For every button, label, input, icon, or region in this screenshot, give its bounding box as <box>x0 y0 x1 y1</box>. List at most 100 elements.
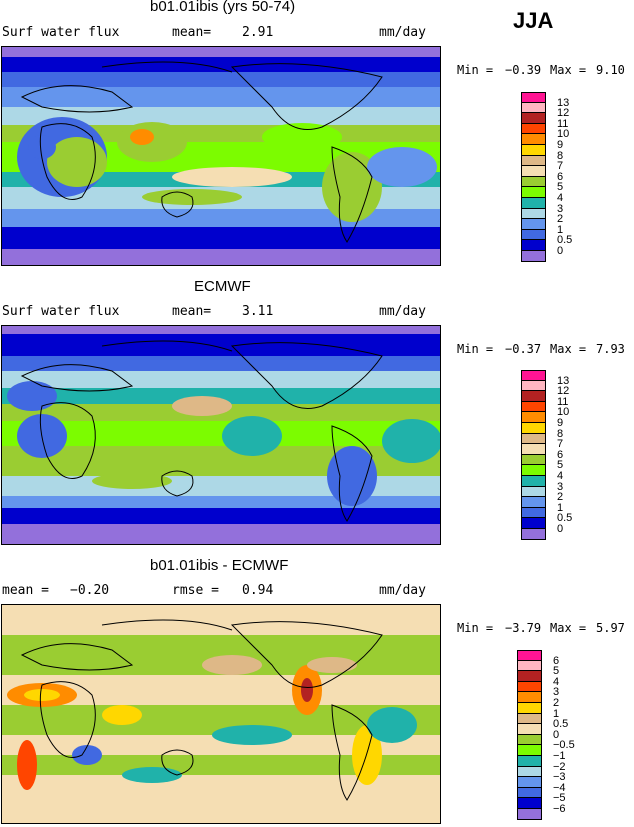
colorbar-swatch <box>517 692 542 703</box>
colorbar-swatch <box>521 475 546 487</box>
colorbar-tick-label: 9 <box>557 139 564 151</box>
colorbar-swatch <box>521 250 546 262</box>
panel-units-obs: mm/day <box>379 304 426 319</box>
colorbar-swatch <box>517 798 542 809</box>
colorbar-swatch <box>521 187 546 198</box>
colorbar-swatch <box>521 155 546 167</box>
colorbar-swatch <box>521 465 546 476</box>
colorbar-swatch <box>517 745 542 756</box>
colorbar-swatch <box>521 92 546 103</box>
colorbar-swatch <box>521 401 546 413</box>
map-obs-field <box>2 326 440 544</box>
panel-units-diff: mm/day <box>379 583 426 598</box>
panel-field-label-obs: Surf water flux <box>2 304 120 319</box>
colorbar-tick-label: 6 <box>557 170 564 183</box>
colorbar-swatch <box>521 113 546 124</box>
colorbar-tick-label: 2 <box>557 491 564 504</box>
map-model <box>1 46 441 266</box>
colorbar-tick-label: 7 <box>557 160 564 173</box>
colorbar-tick-label: 10 <box>557 128 570 141</box>
colorbar-diff: 6 5 4 3 2 1 0.5 0 −0.5 −1 −2 −3 −4 −5 −6 <box>517 650 575 820</box>
season-label: JJA <box>513 8 554 33</box>
colorbar-tick-label: 13 <box>557 96 570 109</box>
colorbar-swatch <box>521 518 546 529</box>
colorbar-tick-label: −5 <box>553 792 566 805</box>
panel-title-diff: b01.01ibis - ECMWF <box>150 557 289 574</box>
panel-units-model: mm/day <box>379 25 426 40</box>
colorbar-tick-label: 6 <box>557 448 564 461</box>
panel-title-obs: ECMWF <box>194 278 251 295</box>
colorbar-tick-label: 3 <box>557 480 564 493</box>
colorbar-tick-label: 4 <box>557 192 564 204</box>
min-label-obs: Min = <box>457 342 494 356</box>
colorbar-tick-label: 10 <box>557 406 570 419</box>
min-value-obs: −0.37 <box>505 342 542 356</box>
colorbar-swatch <box>517 734 542 746</box>
colorbar-obs: 13 12 11 10 9 8 7 6 5 4 3 2 1 0.5 0 <box>521 370 572 540</box>
min-value-diff: −3.79 <box>505 621 542 635</box>
colorbar-swatch <box>521 370 546 381</box>
colorbar-swatch <box>521 391 546 402</box>
colorbar-swatch <box>517 650 542 661</box>
colorbar-tick-label: −1 <box>553 750 566 762</box>
min-label-diff: Min = <box>457 621 494 635</box>
panel-rmse-label-diff: rmse = <box>172 583 219 598</box>
colorbar-tick-label: −3 <box>553 771 566 784</box>
colorbar-tick-label: 11 <box>557 395 569 408</box>
min-label-model: Min = <box>457 63 494 77</box>
panel-mean-label-diff: mean = <box>2 583 49 598</box>
colorbar-tick-label: 5 <box>553 665 560 678</box>
colorbar-swatch <box>517 777 542 788</box>
colorbar-tick-label: −4 <box>553 781 566 794</box>
map-obs <box>1 325 441 545</box>
max-value-model: 9.10 <box>596 63 625 77</box>
colorbar-swatch <box>521 208 546 220</box>
colorbar-swatch <box>521 412 546 423</box>
colorbar-swatch <box>521 229 546 241</box>
colorbar-swatch <box>521 219 546 230</box>
colorbar-swatch <box>521 197 546 209</box>
colorbar-tick-label: −0.5 <box>553 739 575 752</box>
colorbar-tick-label: 11 <box>557 117 569 130</box>
colorbar-swatch <box>517 702 542 714</box>
max-label-diff: Max = <box>550 621 587 635</box>
panel-rmse-value-diff: 0.94 <box>242 583 274 598</box>
colorbar-model: 13 12 11 10 9 8 7 6 5 4 3 2 1 0.5 0 <box>521 92 572 262</box>
colorbar-swatch <box>521 166 546 177</box>
panel-mean-value-model: 2.91 <box>242 25 274 40</box>
colorbar-tick-label: −2 <box>553 760 566 773</box>
panel-title-model: b01.01ibis (yrs 50-74) <box>150 0 296 15</box>
colorbar-swatch <box>517 808 542 820</box>
panel-mean-value-diff: −0.20 <box>70 583 110 598</box>
colorbar-swatch <box>517 713 542 725</box>
colorbar-swatch <box>517 660 542 672</box>
colorbar-tick-label: 12 <box>557 107 570 120</box>
colorbar-tick-label: 0 <box>553 728 560 741</box>
colorbar-swatch <box>521 123 546 135</box>
colorbar-tick-label: 6 <box>553 654 560 667</box>
colorbar-tick-label: 3 <box>553 686 560 699</box>
colorbar-tick-label: 12 <box>557 385 570 398</box>
colorbar-tick-label: 1 <box>557 501 564 514</box>
colorbar-swatch <box>521 444 546 455</box>
max-label-obs: Max = <box>550 342 587 356</box>
colorbar-swatch <box>521 507 546 519</box>
colorbar-tick-label: 1 <box>553 707 560 720</box>
colorbar-swatch <box>517 787 542 799</box>
colorbar-tick-label: 2 <box>553 697 560 709</box>
colorbar-swatch <box>521 176 546 188</box>
panel-mean-value-obs: 3.11 <box>242 304 274 319</box>
colorbar-tick-label: 7 <box>557 438 564 451</box>
colorbar-swatch <box>521 422 546 434</box>
colorbar-tick-label: 0.5 <box>553 718 569 731</box>
colorbar-tick-label: 0.5 <box>557 512 573 525</box>
map-diff-field <box>2 605 440 823</box>
max-value-obs: 7.93 <box>596 342 625 356</box>
max-label-model: Max = <box>550 63 587 77</box>
colorbar-swatch <box>521 380 546 392</box>
colorbar-swatch <box>521 240 546 251</box>
panel-mean-label-model: mean= <box>172 25 212 40</box>
colorbar-tick-label: 5 <box>557 181 564 194</box>
colorbar-tick-label: 13 <box>557 374 570 387</box>
colorbar-tick-label: 8 <box>557 427 564 440</box>
